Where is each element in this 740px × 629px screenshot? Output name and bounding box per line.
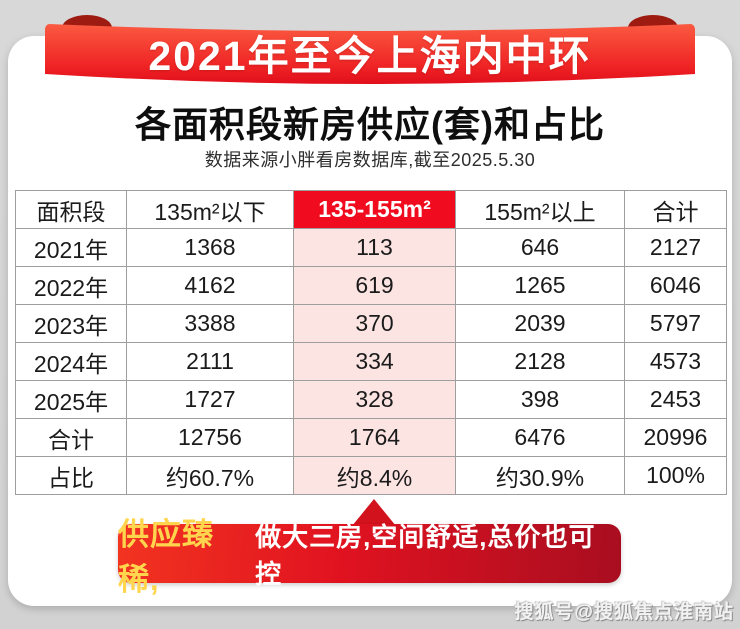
ribbon-shape-graphic: [45, 15, 695, 84]
table-cell: 4573: [624, 342, 727, 381]
table-cell: 4162: [126, 266, 294, 305]
table-row-2022: 2022年 4162 619 1265 6046: [15, 266, 727, 305]
table-cell-highlighted: 334: [293, 342, 456, 381]
table-cell: 6476: [455, 418, 625, 457]
row-label: 2022年: [15, 266, 127, 305]
row-label: 2023年: [15, 304, 127, 343]
callout-arrow-up-icon: [352, 499, 396, 526]
column-header-135-155-highlighted: 135-155m²: [293, 190, 456, 229]
table-cell: 100%: [624, 456, 727, 495]
table-cell: 646: [455, 228, 625, 267]
column-header-over-155: 155m²以上: [455, 190, 625, 229]
banner-title: 2021年至今上海内中环: [148, 33, 592, 79]
data-source-note: 数据来源小胖看房数据库,截至2025.5.30: [204, 150, 536, 170]
table-cell: 6046: [624, 266, 727, 305]
table-cell-highlighted: 619: [293, 266, 456, 305]
table-cell: 20996: [624, 418, 727, 457]
table-cell-highlighted: 约8.4%: [293, 456, 456, 495]
watermark-text: 搜狐号@搜狐焦点淮南站: [514, 602, 734, 623]
table-row-share: 占比 约60.7% 约8.4% 约30.9% 100%: [15, 456, 727, 495]
table-row-2023: 2023年 3388 370 2039 5797: [15, 304, 727, 343]
callout-banner: 供应臻稀, 做大三房,空间舒适,总价也可控: [118, 517, 621, 597]
row-label: 2025年: [15, 380, 127, 419]
row-label: 2024年: [15, 342, 127, 381]
table-cell: 1265: [455, 266, 625, 305]
row-label: 占比: [15, 456, 127, 495]
table-row-total: 合计 12756 1764 6476 20996: [15, 418, 727, 457]
table-cell: 398: [455, 380, 625, 419]
table-cell-highlighted: 113: [293, 228, 456, 267]
table-cell: 2039: [455, 304, 625, 343]
table-cell: 1368: [126, 228, 294, 267]
table-cell: 2453: [624, 380, 727, 419]
ribbon-band: [45, 24, 695, 84]
row-label: 2021年: [15, 228, 127, 267]
table-cell: 约30.9%: [455, 456, 625, 495]
column-header-area-segment: 面积段: [15, 190, 127, 229]
table-cell: 2127: [624, 228, 727, 267]
ribbon-banner: [45, 14, 695, 94]
table-cell: 2111: [126, 342, 294, 381]
table-cell-highlighted: 370: [293, 304, 456, 343]
table-header-row: 面积段 135m²以下 135-155m² 155m²以上 合计: [15, 190, 727, 229]
table-cell-highlighted: 328: [293, 380, 456, 419]
table-cell-highlighted: 1764: [293, 418, 456, 457]
table-row-2021: 2021年 1368 113 646 2127: [15, 228, 727, 267]
table-cell: 12756: [126, 418, 294, 457]
table-cell: 3388: [126, 304, 294, 343]
table-cell: 2128: [455, 342, 625, 381]
table-cell: 约60.7%: [126, 456, 294, 495]
column-header-total: 合计: [624, 190, 727, 229]
page-title: 各面积段新房供应(套)和占比: [135, 104, 605, 145]
callout-text: 做大三房,空间舒适,总价也可控: [255, 521, 596, 589]
table-cell: 1727: [126, 380, 294, 419]
column-header-under-135: 135m²以下: [126, 190, 294, 229]
supply-data-table: 面积段 135m²以下 135-155m² 155m²以上 合计 2021年 1…: [15, 190, 727, 495]
table-cell: 5797: [624, 304, 727, 343]
callout-highlight-text: 供应臻稀,: [118, 516, 214, 597]
row-label: 合计: [15, 418, 127, 457]
table-row-2024: 2024年 2111 334 2128 4573: [15, 342, 727, 381]
table-row-2025: 2025年 1727 328 398 2453: [15, 380, 727, 419]
